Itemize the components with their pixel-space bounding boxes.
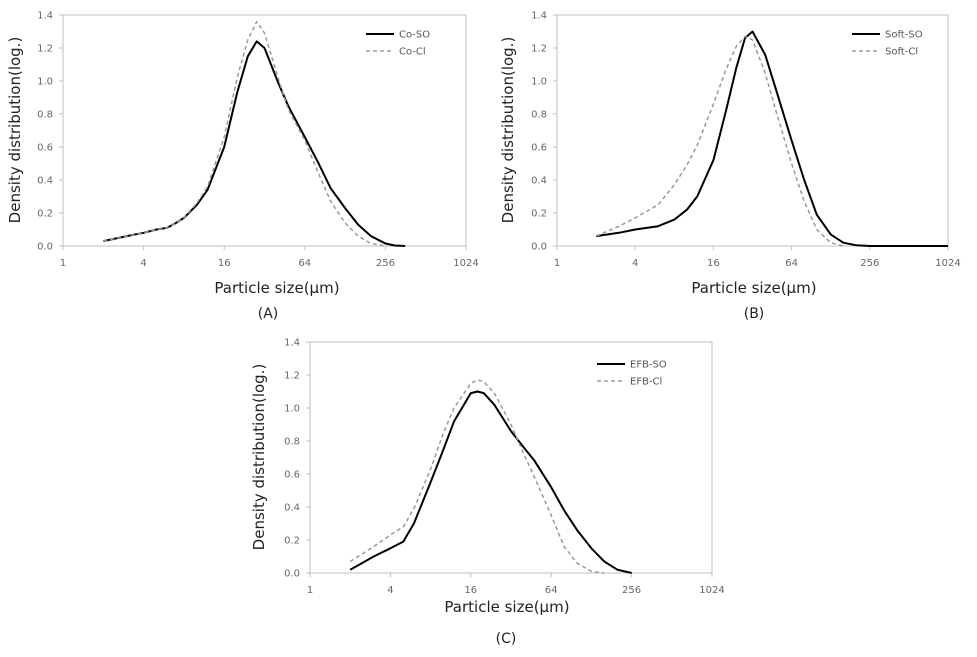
y-tick-label: 0.2 (37, 209, 53, 220)
x-tick-label: 64 (298, 258, 311, 269)
chart-panel-a: 0.0 0.2 0.4 0.6 0.8 1.0 1.2 1.4 1 4 16 64 256 1024 Co-… (6, 11, 479, 323)
y-tick-label: 1.0 (37, 77, 53, 88)
x-tick-label: 64 (545, 585, 558, 596)
x-tick-label: 16 (464, 585, 477, 596)
panel-label: (A) (258, 306, 279, 322)
x-tick-label: 1 (60, 258, 66, 269)
x-axis-title: Particle size(μm) (691, 279, 816, 297)
x-tick-label: 256 (376, 258, 395, 269)
y-axis-title: Density distribution(log.) (250, 364, 268, 551)
y-tick-label: 0.6 (531, 143, 547, 154)
x-tick-label: 4 (140, 258, 146, 269)
legend-label: EFB-SO (630, 360, 667, 371)
x-tick-label: 1024 (935, 258, 960, 269)
legend-label: Co-SO (399, 30, 430, 41)
y-tick-label: 1.4 (284, 338, 300, 349)
y-tick-label: 0.8 (284, 437, 300, 448)
y-tick-label: 1.0 (284, 404, 300, 415)
legend-label: Co-Cl (399, 47, 426, 58)
chart-panel-b: 0.0 0.2 0.4 0.6 0.8 1.0 1.2 1.4 1 4 16 64 256 1024 Sof… (499, 11, 961, 323)
y-tick-label: 0.4 (531, 176, 547, 187)
y-tick-label: 1.2 (531, 44, 547, 55)
x-axis-title: Particle size(μm) (214, 279, 339, 297)
series-line-soft-so (595, 30, 948, 247)
y-tick-label: 0.0 (284, 569, 300, 580)
legend-label: Soft-SO (885, 30, 923, 41)
y-tick-label: 0.6 (284, 470, 300, 481)
x-tick-label: 1 (554, 258, 560, 269)
y-tick-label: 0.0 (37, 242, 53, 253)
x-tick-label: 64 (785, 258, 798, 269)
y-tick-label: 1.4 (531, 11, 547, 22)
y-axis-title: Density distribution(log.) (499, 37, 517, 224)
x-tick-label: 256 (622, 585, 641, 596)
y-axis-title: Density distribution(log.) (6, 37, 24, 224)
panel-label: (C) (496, 631, 517, 647)
x-tick-label: 256 (860, 258, 879, 269)
y-tick-label: 1.2 (284, 371, 300, 382)
y-tick-label: 0.6 (37, 143, 53, 154)
plot-frame (556, 14, 949, 247)
y-tick-label: 0.8 (531, 110, 547, 121)
y-tick-label: 0.4 (284, 503, 300, 514)
y-tick-label: 0.0 (531, 242, 547, 253)
series-line-soft-cl (595, 35, 844, 247)
x-tick-label: 4 (387, 585, 393, 596)
x-tick-label: 4 (632, 258, 638, 269)
x-tick-label: 1024 (699, 585, 724, 596)
y-tick-label: 0.4 (37, 176, 53, 187)
x-tick-label: 16 (218, 258, 231, 269)
x-tick-label: 1 (307, 585, 313, 596)
y-tick-label: 1.2 (37, 44, 53, 55)
y-tick-label: 1.4 (37, 11, 53, 22)
x-tick-label: 16 (707, 258, 720, 269)
y-tick-label: 0.8 (37, 110, 53, 121)
legend-label: Soft-Cl (885, 47, 918, 58)
panel-label: (B) (744, 306, 765, 322)
x-tick-label: 1024 (453, 258, 478, 269)
y-tick-label: 0.2 (284, 536, 300, 547)
x-axis-title: Particle size(μm) (444, 598, 569, 616)
y-tick-label: 1.0 (531, 77, 547, 88)
chart-panel-c: 0.0 0.2 0.4 0.6 0.8 1.0 1.2 1.4 1 4 16 64 256 1024 EFB… (250, 338, 725, 648)
series-line-co-so (103, 40, 406, 247)
series-line-efb-cl (349, 379, 605, 574)
series-line-co-cl (103, 20, 386, 247)
series-line-efb-so (349, 390, 632, 574)
y-tick-label: 0.2 (531, 209, 547, 220)
legend-label: EFB-Cl (630, 377, 662, 388)
plot-frame (309, 341, 713, 574)
plot-frame (62, 14, 467, 247)
